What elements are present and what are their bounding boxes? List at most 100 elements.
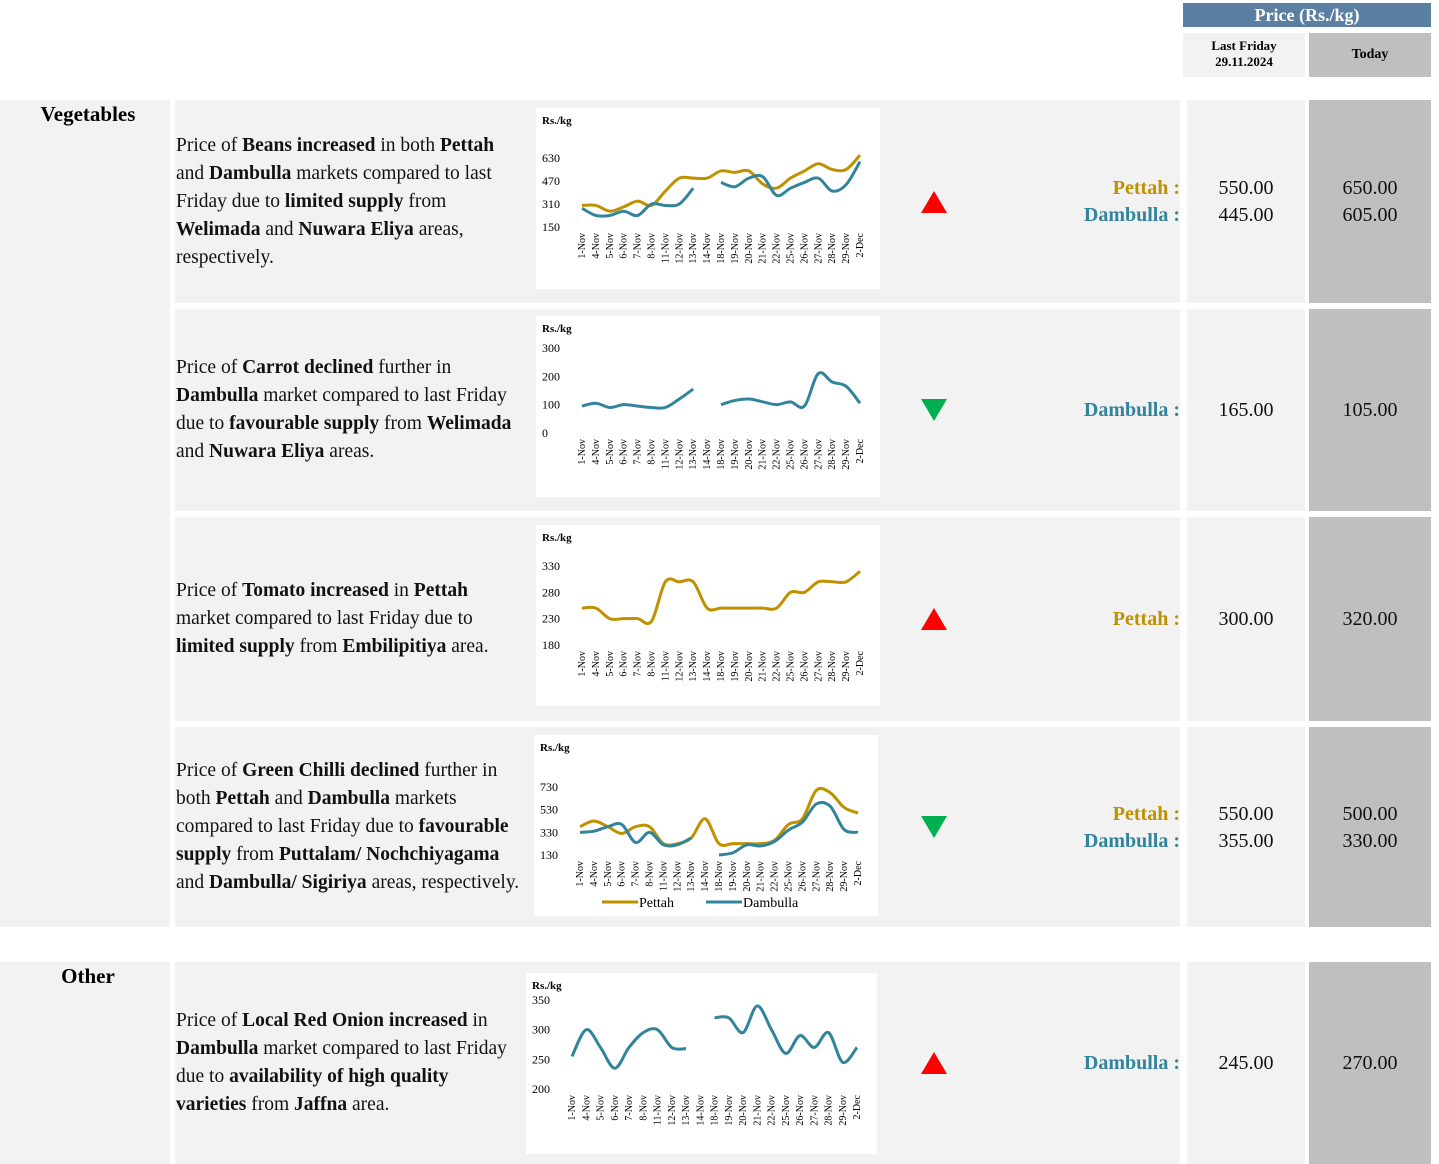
y-tick-label: 0 [542, 426, 548, 440]
x-tick-label: 28-Nov [827, 233, 838, 264]
x-tick-label: 1-Nov [577, 439, 588, 465]
x-tick-label: 20-Nov [744, 233, 755, 264]
x-tick-label: 6-Nov [619, 233, 630, 259]
x-tick-label: 22-Nov [772, 651, 783, 682]
bold-text: Dambulla/ Sigiriya [209, 872, 367, 893]
last-friday-label: Last Friday [1183, 38, 1305, 54]
x-tick-label: 14-Nov [702, 439, 713, 470]
text: from [295, 636, 343, 657]
x-tick-label: 25-Nov [786, 233, 797, 264]
x-tick-label: 2-Dec [855, 232, 866, 257]
y-tick-label: 350 [532, 993, 550, 1007]
y-tick-label: 300 [542, 341, 560, 355]
text: from [404, 191, 447, 212]
x-tick-label: 12-Nov [667, 1095, 678, 1126]
y-tick-label: 330 [542, 559, 560, 573]
x-tick-label: 2-Dec [855, 438, 866, 463]
bold-text: Nuwara Eliya [298, 219, 413, 240]
trend-triangle [921, 399, 947, 421]
today-price: 650.00 [1309, 175, 1431, 201]
series-line [582, 373, 860, 409]
trend-arrow [920, 398, 948, 422]
y-axis-label: Rs./kg [542, 115, 572, 127]
x-tick-label: 12-Nov [672, 861, 683, 892]
text: areas. [324, 441, 374, 462]
price-chart: Rs./kg01002003001-Nov4-Nov5-Nov6-Nov7-No… [536, 316, 880, 497]
x-tick-label: 22-Nov [770, 861, 781, 892]
x-tick-label: 2-Dec [855, 650, 866, 675]
text: Price of [176, 1010, 242, 1031]
x-tick-label: 14-Nov [702, 651, 713, 682]
x-tick-label: 21-Nov [756, 861, 767, 892]
today-price: 320.00 [1309, 606, 1431, 632]
x-tick-label: 13-Nov [688, 651, 699, 682]
x-tick-label: 13-Nov [686, 861, 697, 892]
today-price: 500.00 [1309, 801, 1431, 827]
x-tick-label: 8-Nov [638, 1095, 649, 1121]
x-tick-label: 11-Nov [660, 439, 671, 469]
x-tick-label: 25-Nov [786, 651, 797, 682]
text: areas, respectively. [367, 872, 520, 893]
last-friday-price: 300.00 [1187, 606, 1305, 632]
x-tick-label: 19-Nov [728, 861, 739, 892]
today-price: 330.00 [1309, 828, 1431, 854]
x-tick-label: 8-Nov [647, 233, 658, 259]
x-tick-label: 2-Dec [853, 860, 864, 885]
x-tick-label: 26-Nov [799, 651, 810, 682]
text: Price of [176, 357, 242, 378]
last-friday-price: 550.00 [1187, 801, 1305, 827]
text: and [176, 872, 209, 893]
x-tick-label: 20-Nov [744, 651, 755, 682]
x-tick-label: 18-Nov [716, 439, 727, 470]
legend-label: Pettah [639, 896, 674, 911]
x-tick-label: 5-Nov [605, 439, 616, 465]
trend-triangle [921, 816, 947, 838]
bold-text: Welimada [427, 413, 512, 434]
x-tick-label: 25-Nov [781, 1095, 792, 1126]
y-tick-label: 250 [532, 1052, 550, 1066]
text: and [176, 441, 209, 462]
text: area. [446, 636, 488, 657]
description: Price of Beans increased in both Pettah … [176, 100, 518, 303]
y-axis-label: Rs./kg [542, 323, 572, 335]
x-tick-label: 26-Nov [799, 439, 810, 470]
price-chart: Rs./kg1503104706301-Nov4-Nov5-Nov6-Nov7-… [536, 108, 880, 289]
market-label: Pettah : [980, 606, 1180, 632]
bold-text: Embilipitiya [342, 636, 446, 657]
x-tick-label: 2-Dec [852, 1094, 863, 1119]
y-tick-label: 280 [542, 585, 560, 599]
text: in [389, 580, 414, 601]
market-label: Pettah : [980, 801, 1180, 827]
text: from [231, 844, 279, 865]
bold-text: Dambulla [176, 385, 258, 406]
last-friday-price: 165.00 [1187, 397, 1305, 423]
description: Price of Carrot declined further in Damb… [176, 309, 518, 511]
text: Price of [176, 580, 242, 601]
last-friday-price: 355.00 [1187, 828, 1305, 854]
last-friday-price: 445.00 [1187, 202, 1305, 228]
description: Price of Tomato increased in Pettah mark… [176, 517, 518, 721]
x-tick-label: 26-Nov [795, 1095, 806, 1126]
x-tick-label: 13-Nov [681, 1095, 692, 1126]
bold-text: Pettah [414, 580, 468, 601]
section-title: Other [0, 964, 176, 989]
description: Price of Local Red Onion increased in Da… [176, 962, 518, 1164]
x-tick-label: 6-Nov [617, 861, 628, 887]
trend-triangle [921, 191, 947, 213]
x-tick-label: 25-Nov [784, 861, 795, 892]
text: further in [373, 357, 451, 378]
series-line [582, 571, 860, 623]
trend-arrow [920, 1051, 948, 1075]
description-text: Price of Local Red Onion increased in Da… [176, 1007, 518, 1119]
description-text: Price of Green Chilli declined further i… [176, 757, 526, 897]
page: Price (Rs./kg) Last Friday 29.11.2024 To… [0, 0, 1439, 1164]
x-tick-label: 6-Nov [610, 1095, 621, 1121]
x-tick-label: 27-Nov [813, 439, 824, 470]
x-tick-label: 5-Nov [596, 1095, 607, 1121]
x-tick-label: 22-Nov [767, 1095, 778, 1126]
x-tick-label: 26-Nov [797, 861, 808, 892]
x-tick-label: 14-Nov [700, 861, 711, 892]
today-header: Today [1309, 33, 1431, 77]
x-tick-label: 4-Nov [591, 439, 602, 465]
bold-text: Welimada [176, 219, 261, 240]
